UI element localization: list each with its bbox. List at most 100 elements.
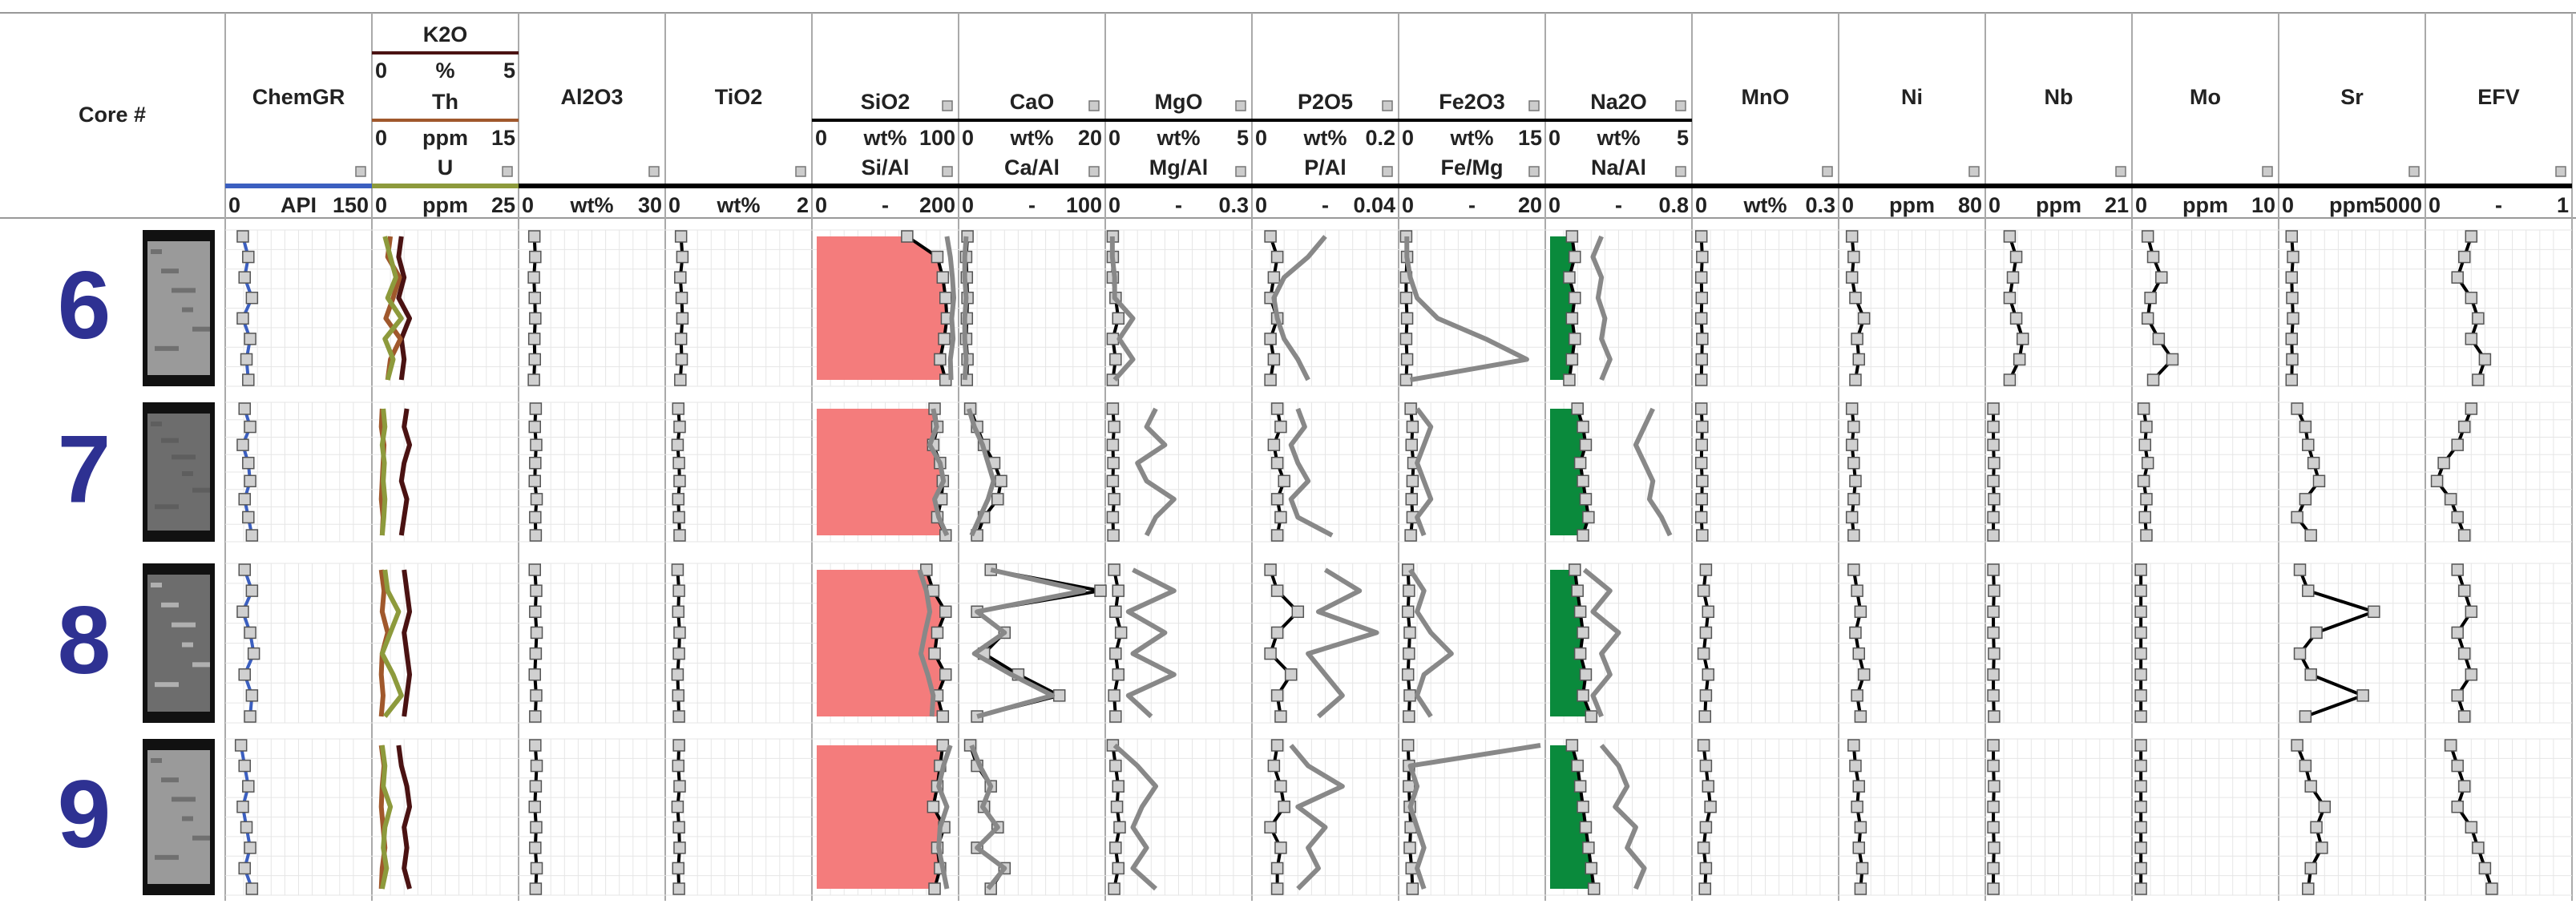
ratio-line xyxy=(917,569,936,717)
data-marker xyxy=(2134,759,2147,773)
data-marker xyxy=(1577,626,1589,640)
data-marker xyxy=(2451,271,2464,284)
data-marker xyxy=(1109,605,1122,619)
data-marker xyxy=(931,626,944,640)
scale-min: 0 xyxy=(1108,193,1120,217)
data-marker xyxy=(1264,821,1277,834)
data-marker xyxy=(1585,710,1598,723)
scale-unit: API xyxy=(281,193,317,217)
data-marker xyxy=(530,493,543,506)
data-marker xyxy=(2285,373,2299,386)
data-marker xyxy=(1987,882,2000,895)
scale-max: 20 xyxy=(1078,126,1102,150)
data-marker xyxy=(1988,780,2001,793)
data-marker xyxy=(528,563,541,576)
scale-unit: ppm xyxy=(2182,193,2228,217)
scale-unit: ppm xyxy=(422,126,468,150)
data-marker xyxy=(1267,438,1281,451)
data-marker xyxy=(672,456,685,470)
data-marker xyxy=(2299,710,2312,723)
data-marker xyxy=(2437,456,2450,470)
data-marker xyxy=(936,710,950,723)
data-marker xyxy=(1109,353,1122,366)
legend-icon xyxy=(1822,166,1833,177)
scale-max: 15 xyxy=(1518,126,1542,150)
core-number: 6 xyxy=(58,252,111,359)
data-marker xyxy=(1849,626,1862,640)
data-marker xyxy=(1694,402,1708,415)
data-marker xyxy=(1847,250,1860,264)
legend-icon xyxy=(1235,166,1246,177)
data-marker xyxy=(1107,456,1120,470)
core-texture xyxy=(161,777,179,783)
legend-icon xyxy=(795,166,806,177)
data-marker xyxy=(1112,862,1125,875)
data-marker xyxy=(1110,800,1124,813)
data-marker xyxy=(529,739,542,752)
data-marker xyxy=(1403,647,1415,660)
legend-icon xyxy=(648,166,660,177)
data-marker xyxy=(2451,626,2464,640)
data-marker xyxy=(2286,353,2299,366)
scale-unit: ppm xyxy=(1889,193,1935,217)
data-marker xyxy=(1699,862,1713,875)
ratio-line xyxy=(1415,407,1434,537)
track-title: Na2O xyxy=(1590,90,1647,114)
data-marker xyxy=(2141,230,2154,243)
data-marker xyxy=(1852,780,1865,793)
data-marker xyxy=(934,353,947,366)
scale-max: 0.3 xyxy=(1805,193,1835,217)
data-marker xyxy=(1582,841,1595,854)
data-marker xyxy=(1403,780,1415,793)
data-marker xyxy=(1565,739,1579,752)
data-marker xyxy=(1699,689,1713,702)
ratio-line xyxy=(379,569,404,718)
data-marker xyxy=(1577,474,1589,488)
scale-max: 20 xyxy=(1518,193,1542,217)
ratio-line xyxy=(1582,567,1621,718)
core-texture xyxy=(192,662,210,668)
scale-unit: wt% xyxy=(1597,126,1641,150)
data-marker xyxy=(528,353,541,366)
data-marker xyxy=(672,402,685,415)
track-title: Nb xyxy=(2045,85,2073,109)
data-marker xyxy=(2478,862,2492,875)
data-marker xyxy=(1400,353,1414,366)
scale-unit: wt% xyxy=(717,193,761,217)
data-marker xyxy=(2134,563,2147,576)
data-marker xyxy=(1267,271,1281,284)
core-image-inner xyxy=(147,750,210,884)
data-marker xyxy=(1401,605,1415,619)
core-texture xyxy=(192,326,210,332)
data-marker xyxy=(2451,563,2464,576)
data-marker xyxy=(2134,584,2147,597)
track-title: Ca/Al xyxy=(1004,155,1060,180)
scale-min: 0 xyxy=(815,126,827,150)
data-marker xyxy=(1401,668,1415,681)
data-marker xyxy=(1573,780,1587,793)
scale-min: 0 xyxy=(228,193,240,217)
core-image-inner xyxy=(147,414,210,531)
data-marker xyxy=(939,668,952,681)
data-marker xyxy=(1108,563,1120,576)
track-title: Mo xyxy=(2190,85,2221,109)
data-marker xyxy=(673,841,686,854)
data-marker xyxy=(1563,271,1576,284)
data-marker xyxy=(2451,438,2464,451)
scale-min: 0 xyxy=(1695,193,1707,217)
data-marker xyxy=(2310,821,2323,834)
data-marker xyxy=(676,250,689,264)
data-marker xyxy=(1854,882,1867,895)
data-marker xyxy=(1401,739,1415,752)
data-marker xyxy=(991,493,1004,506)
data-marker xyxy=(674,373,687,386)
data-marker xyxy=(244,841,256,854)
scale-max: 0.2 xyxy=(1365,126,1395,150)
data-marker xyxy=(1987,759,2000,773)
data-marker xyxy=(530,584,543,597)
data-marker xyxy=(530,689,543,702)
data-marker xyxy=(1852,841,1865,854)
data-marker xyxy=(2134,689,2147,702)
data-marker xyxy=(2444,493,2457,506)
